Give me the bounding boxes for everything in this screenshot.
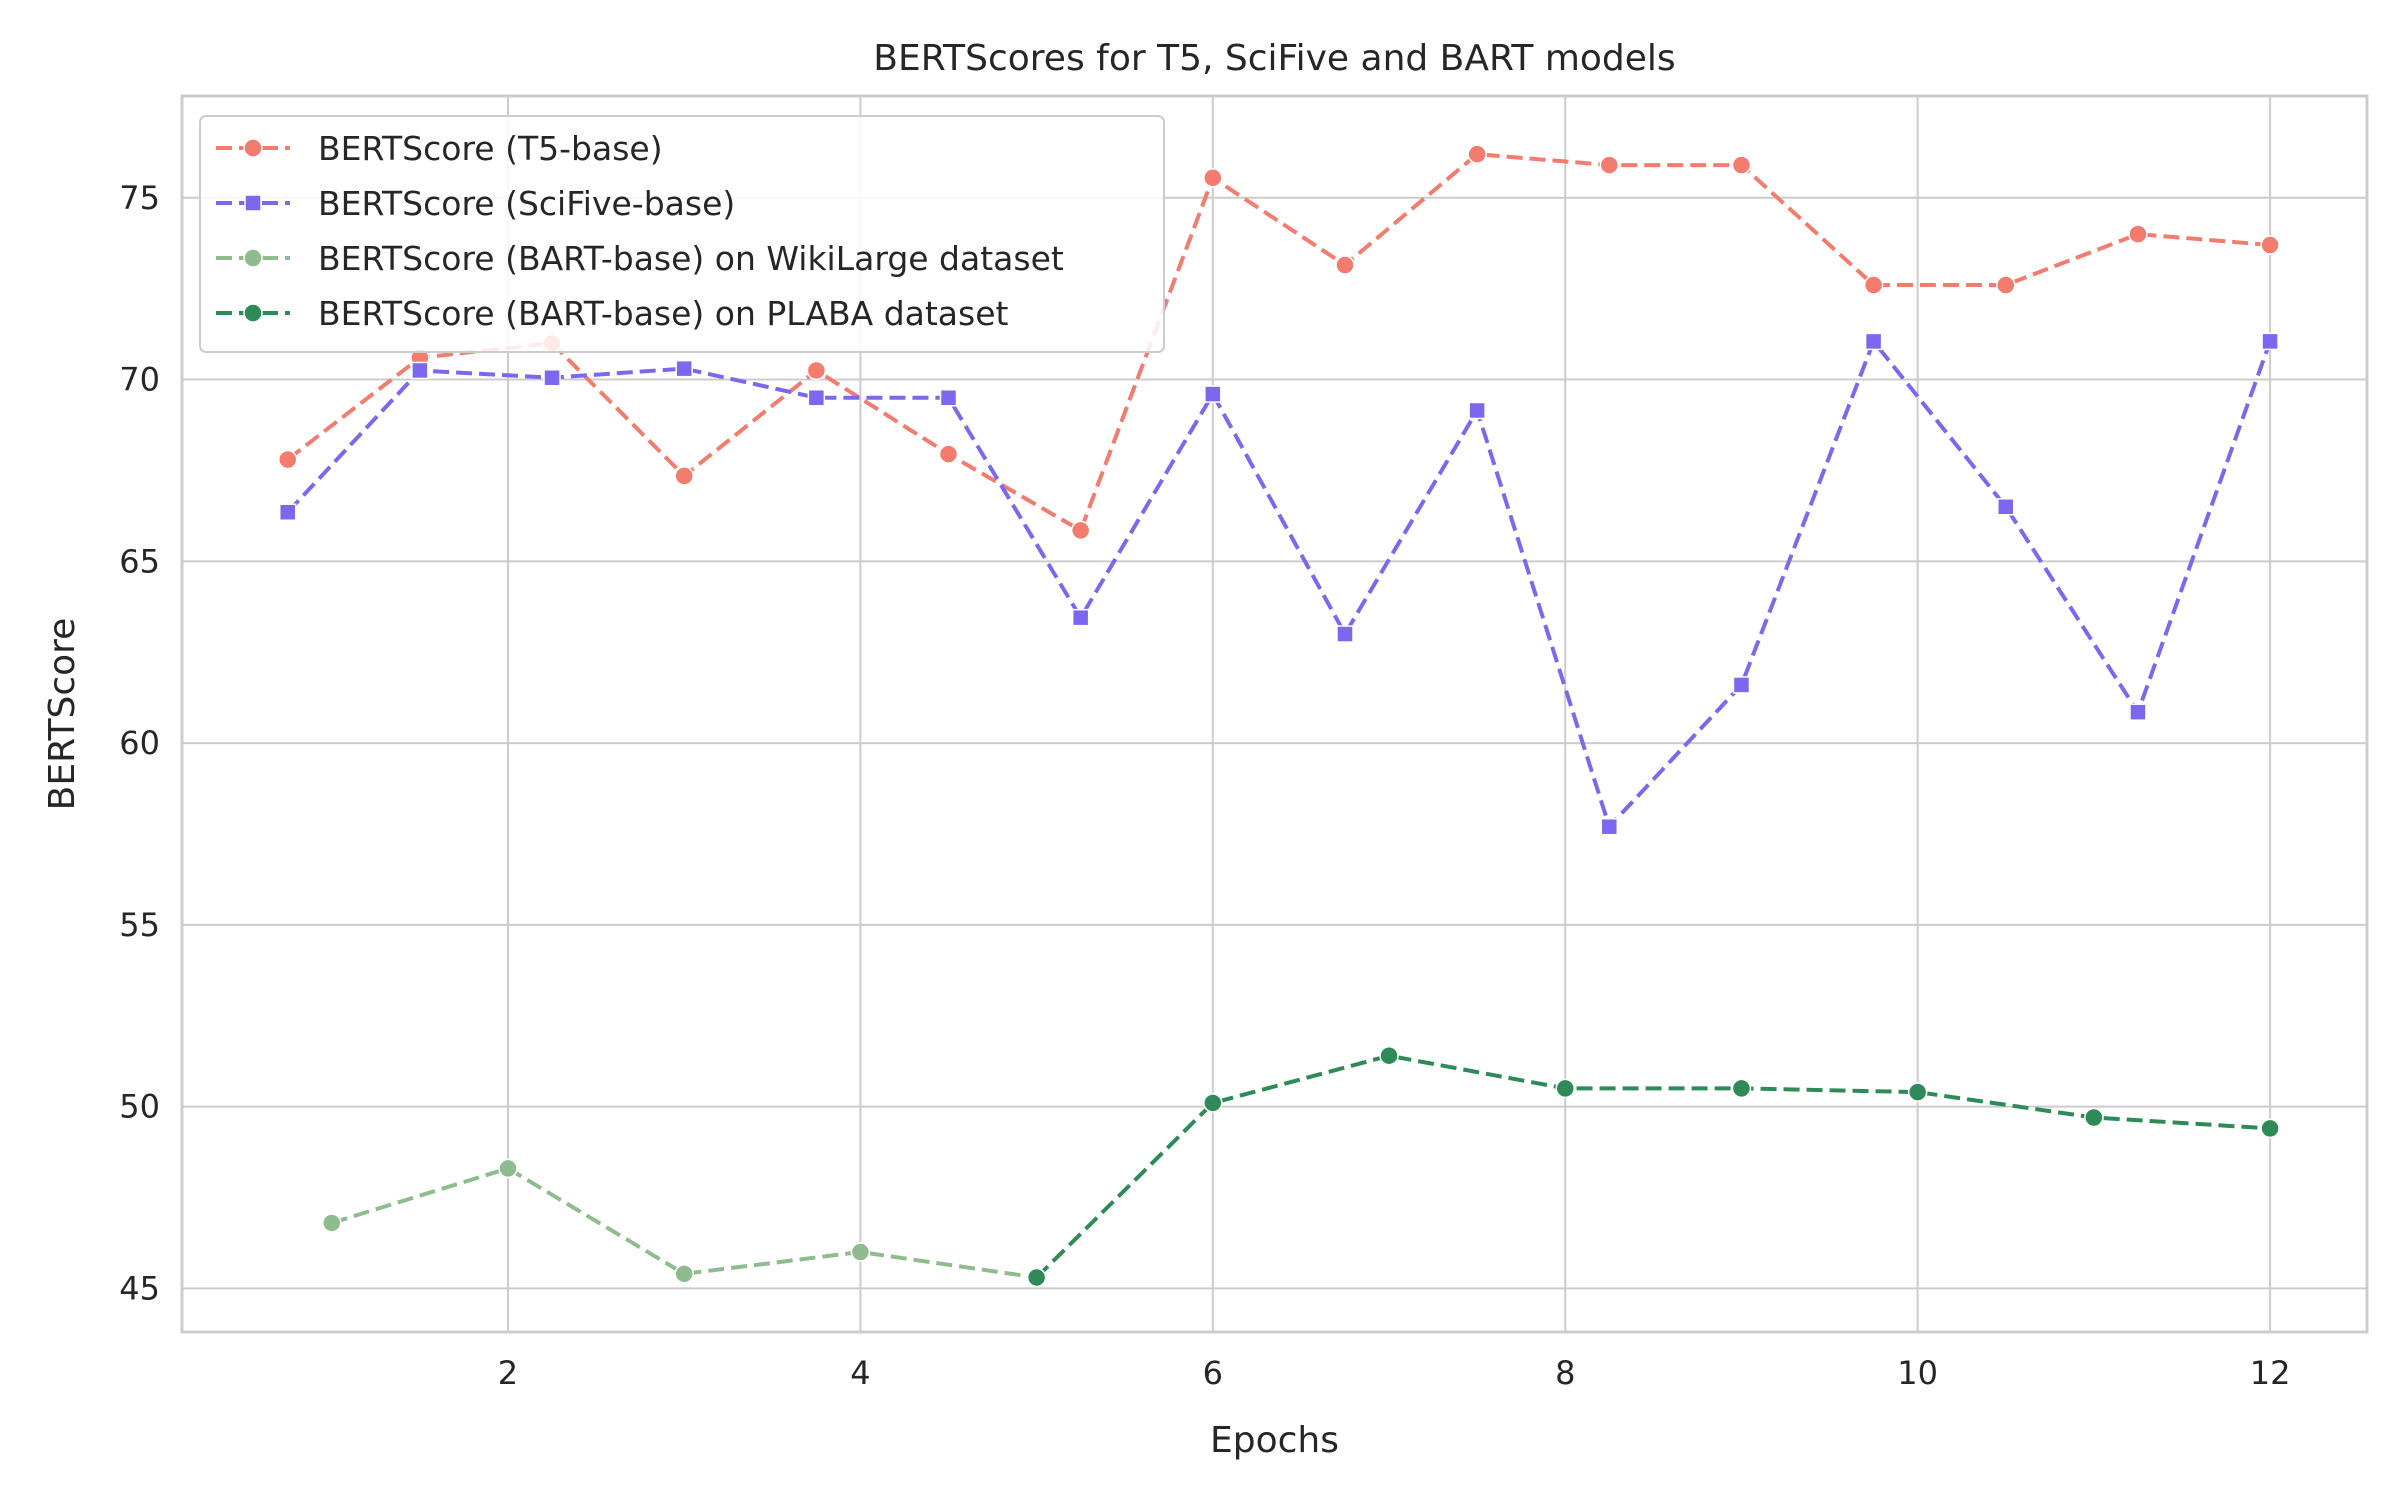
data-point-series-3 [674, 1264, 694, 1284]
x-axis-label: Epochs [1210, 1420, 1339, 1461]
x-tick-label: 2 [498, 1354, 518, 1392]
data-point-series-2 [1204, 385, 1222, 403]
data-point-series-4 [1907, 1082, 1928, 1102]
legend-marker [243, 138, 263, 158]
y-ticks: 45 50 55 60 65 70 75 [119, 179, 160, 1308]
data-point-series-2 [1071, 608, 1090, 627]
data-point-series-1 [1467, 144, 1487, 164]
x-tick-label: 6 [1203, 1354, 1223, 1392]
data-point-series-2 [411, 361, 429, 380]
data-point-series-2 [1336, 625, 1354, 643]
data-point-series-2 [675, 359, 693, 378]
data-point-series-1 [674, 466, 694, 486]
legend: BERTScore (T5-base) BERTScore (SciFive-ba… [199, 115, 1165, 353]
series-lines [286, 152, 2272, 1280]
data-point-series-2 [2261, 332, 2279, 351]
y-tick-label: 75 [119, 179, 160, 217]
legend-label: BERTScore (BART-base) on WikiLarge datas… [318, 239, 1064, 278]
data-point-series-3 [322, 1213, 342, 1233]
data-point-series-2 [1600, 817, 1619, 836]
data-point-series-1 [277, 449, 298, 470]
x-tick-label: 10 [1897, 1354, 1938, 1392]
data-point-series-4 [1731, 1078, 1752, 1099]
series-markers [277, 144, 2280, 1288]
data-point-series-4 [2260, 1118, 2280, 1139]
data-point-series-1 [806, 360, 827, 381]
chart-title: BERTScores for T5, SciFive and BART mode… [873, 38, 1675, 79]
data-point-series-2 [278, 503, 297, 521]
legend-box [199, 115, 1165, 353]
x-tick-label: 4 [850, 1354, 870, 1392]
legend-marker [243, 248, 263, 268]
data-point-series-3 [498, 1158, 518, 1179]
legend-label: BERTScore (T5-base) [318, 129, 663, 168]
data-point-series-1 [1070, 520, 1091, 541]
data-point-series-2 [1864, 332, 1883, 351]
data-point-series-1 [1996, 275, 2016, 295]
data-point-series-3 [850, 1242, 871, 1262]
y-tick-label: 60 [119, 724, 160, 762]
series-line-3 [331, 1166, 1037, 1280]
data-point-series-1 [1731, 155, 1752, 175]
data-point-series-2 [1997, 498, 2015, 516]
data-point-series-1 [1863, 275, 1884, 295]
data-point-series-2 [939, 388, 958, 407]
data-point-series-2 [1468, 401, 1486, 420]
y-tick-label: 70 [119, 361, 160, 399]
x-ticks: 2 4 6 8 10 12 [498, 1354, 2291, 1392]
y-tick-label: 65 [119, 542, 160, 580]
data-point-series-4 [1203, 1093, 1223, 1113]
y-axis-label: BERTScore [42, 618, 83, 811]
data-point-series-1 [1335, 255, 1355, 275]
series-line-2 [286, 339, 2272, 829]
series-line-4 [1035, 1053, 2271, 1279]
data-point-series-2 [807, 388, 826, 407]
data-point-series-1 [1599, 155, 1620, 175]
data-point-series-4 [2084, 1107, 2104, 1128]
y-tick-label: 50 [119, 1088, 160, 1126]
data-point-series-2 [543, 368, 561, 387]
data-point-series-1 [1203, 168, 1223, 188]
legend-marker [243, 303, 263, 323]
series-line-1 [286, 152, 2271, 533]
legend-label: BERTScore (SciFive-base) [318, 184, 735, 223]
x-tick-label: 12 [2250, 1354, 2291, 1392]
data-point-series-2 [1732, 676, 1751, 694]
data-point-series-2 [2129, 703, 2147, 721]
x-tick-label: 8 [1555, 1354, 1575, 1392]
data-point-series-4 [1555, 1078, 1575, 1099]
y-tick-label: 45 [119, 1269, 160, 1307]
y-tick-label: 55 [119, 906, 160, 944]
data-point-series-1 [2260, 235, 2280, 255]
data-point-series-4 [1026, 1267, 1047, 1288]
data-point-series-1 [2128, 224, 2148, 244]
legend-marker [244, 194, 262, 212]
data-point-series-1 [938, 444, 959, 464]
data-point-series-4 [1379, 1045, 1399, 1066]
legend-label: BERTScore (BART-base) on PLABA dataset [318, 294, 1009, 333]
